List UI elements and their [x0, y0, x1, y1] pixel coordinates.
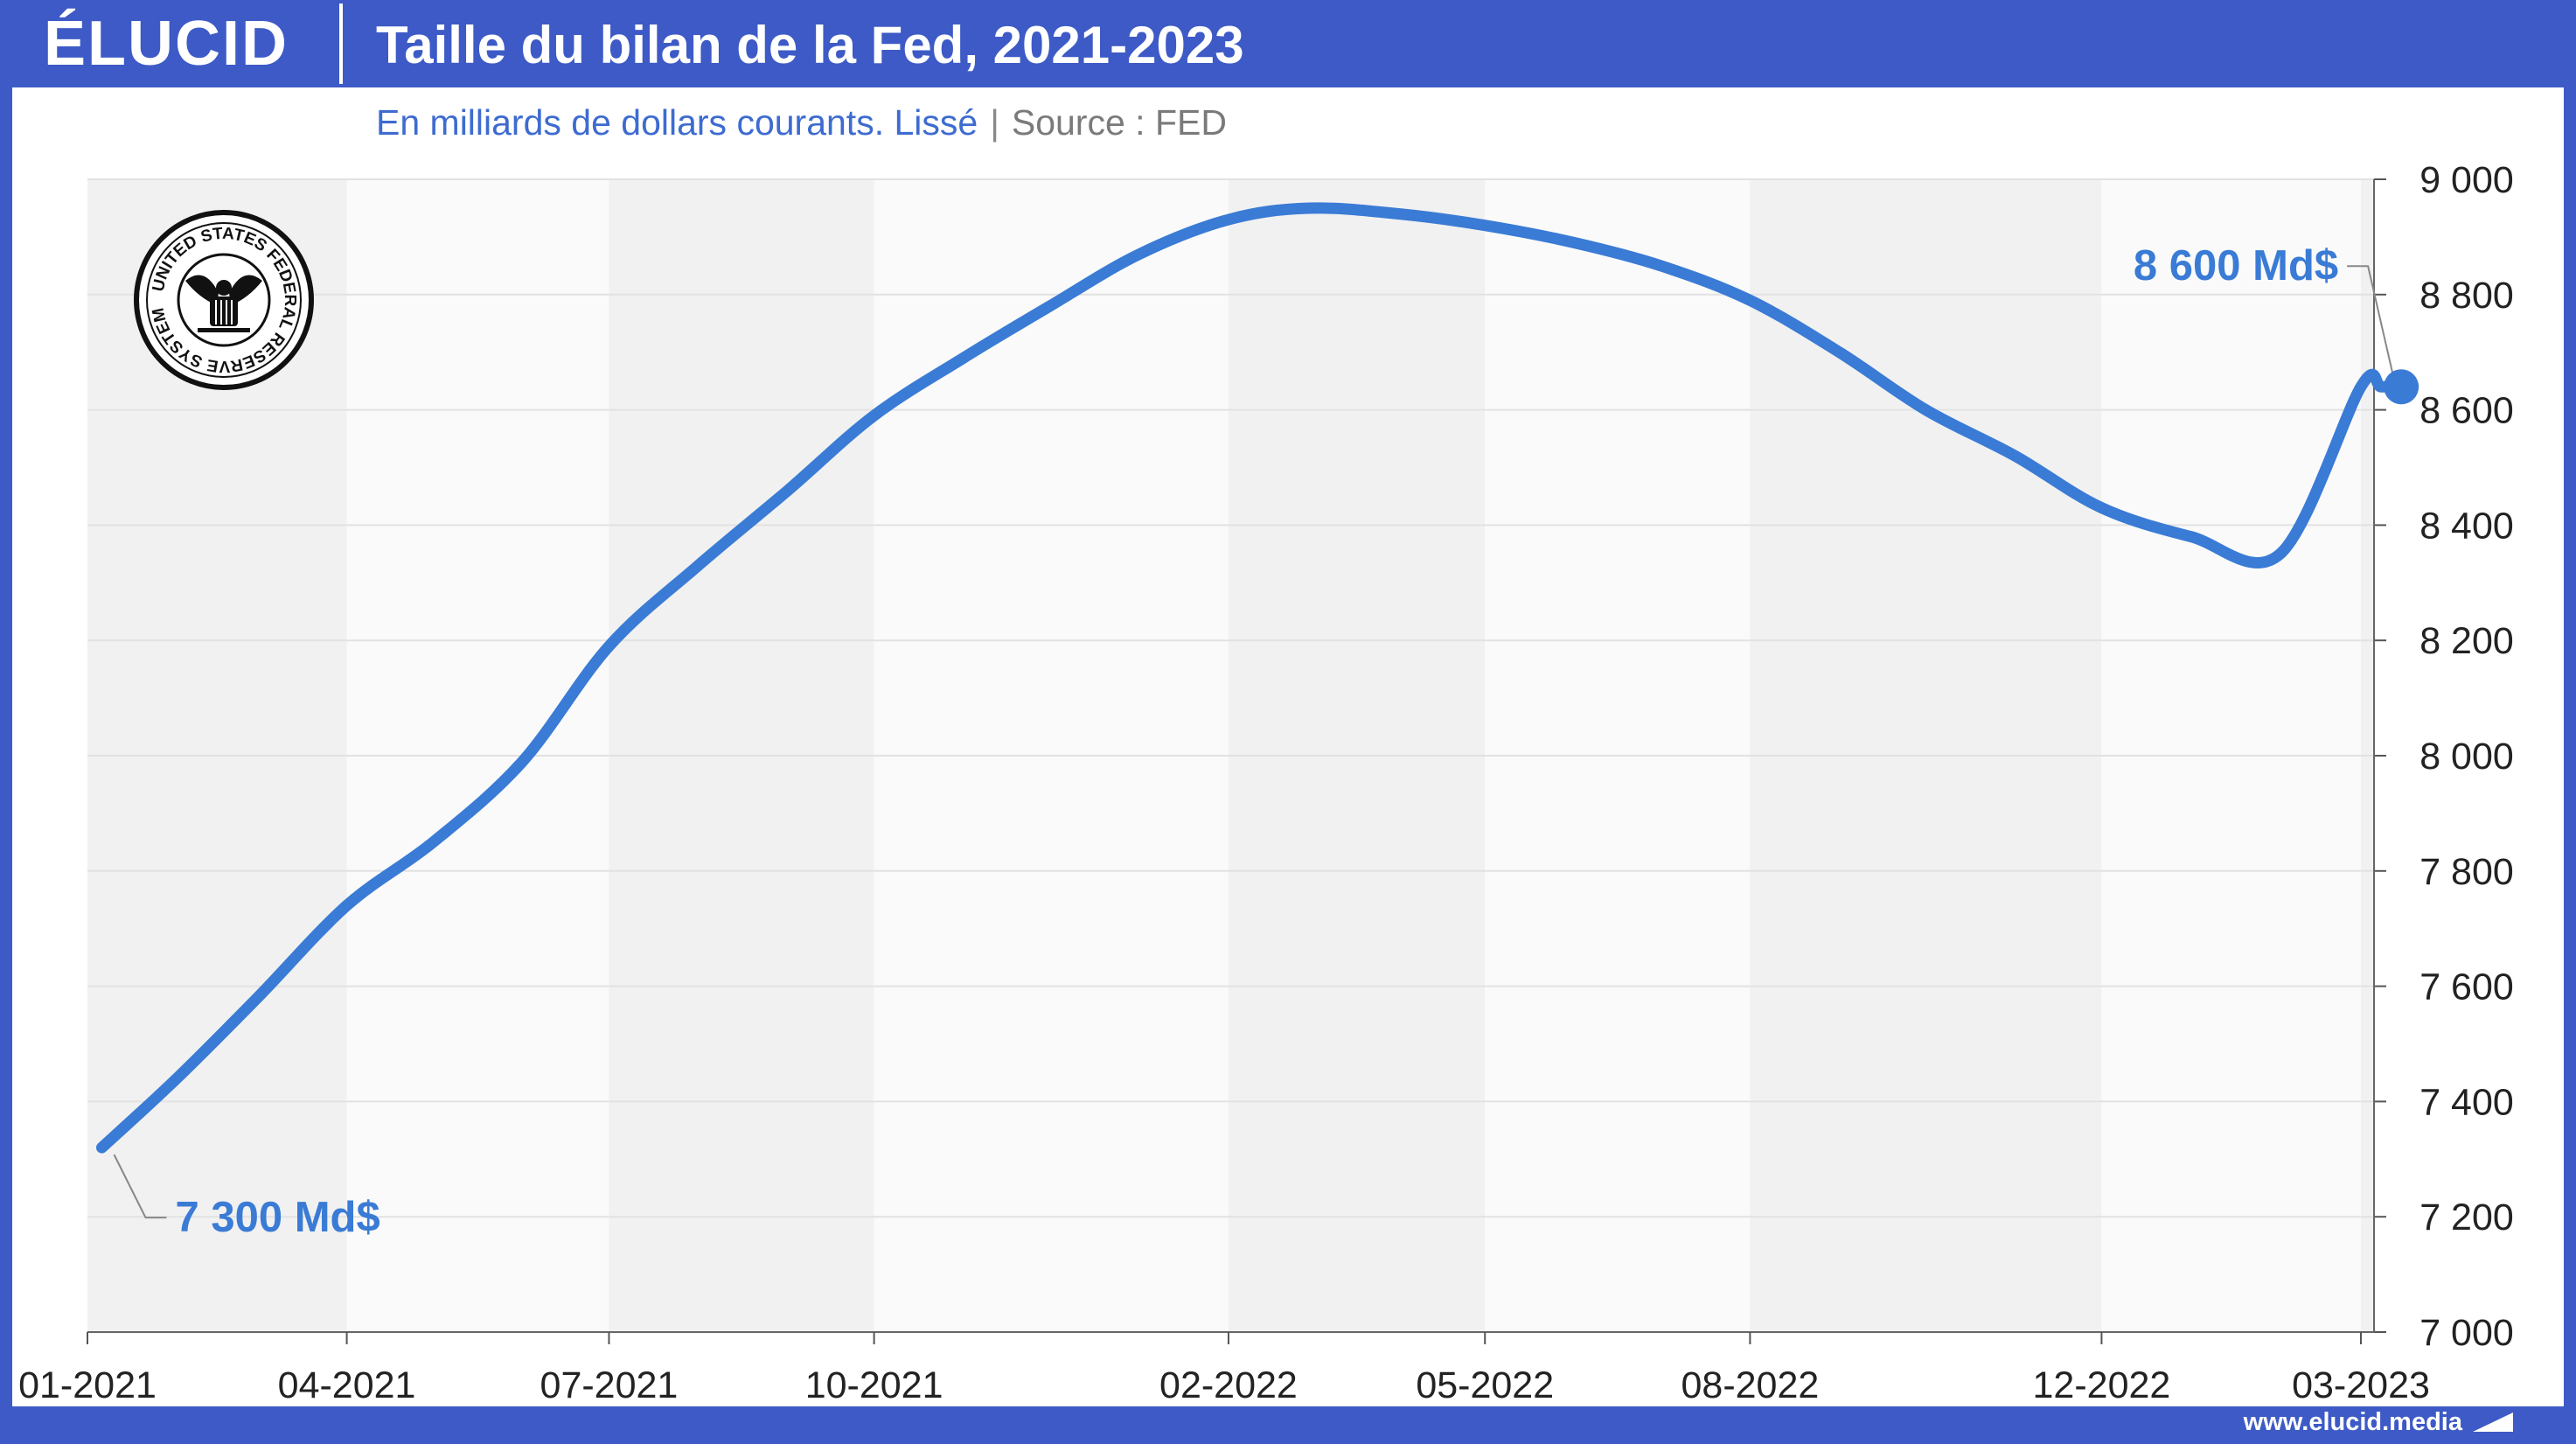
x-tick-label: 01-2021: [18, 1364, 157, 1406]
annotation-start-value: 7 300 Md$: [175, 1194, 379, 1241]
y-tick-label: 7 200: [2419, 1196, 2514, 1238]
chart-title: Taille du bilan de la Fed, 2021-2023: [376, 16, 1244, 74]
federal-reserve-seal-icon: UNITED STATES FEDERAL RESERVE SYSTEM: [134, 210, 314, 390]
x-tick-label: 07-2021: [540, 1364, 679, 1406]
y-tick-labels: 7 000 7 200 7 400 7 600 7 800 8 000 8 200 8 400…: [2419, 159, 2514, 1354]
source-text: Source : FED: [1011, 102, 1227, 143]
subtitle-text: En milliards de dollars courants. Lissé: [376, 102, 978, 143]
elucid-mark-icon: [2473, 1413, 2513, 1432]
x-tick-label: 08-2022: [1681, 1364, 1819, 1406]
footer-url[interactable]: www.elucid.media: [2243, 1408, 2462, 1436]
series-line: [96, 202, 2407, 1154]
x-tick-label: 04-2021: [278, 1364, 416, 1406]
chart-subtitle: En milliards de dollars courants. Lissé |…: [376, 98, 1227, 147]
x-tick-label: 12-2022: [2033, 1364, 2171, 1406]
x-tick-label: 05-2022: [1416, 1364, 1554, 1406]
y-tick-label: 8 400: [2419, 505, 2514, 547]
y-tick-label: 7 000: [2419, 1312, 2514, 1354]
brand-logo: ÉLUCID: [44, 9, 289, 79]
y-tick-label: 9 000: [2419, 159, 2514, 201]
annotations: 7 300 Md$ 8 600 Md$: [113, 242, 2419, 1241]
x-tick-label: 02-2022: [1159, 1364, 1298, 1406]
y-tick-label: 7 400: [2419, 1081, 2514, 1123]
annotation-leader: [113, 1154, 167, 1219]
annotation-end-value: 8 600 Md$: [2134, 242, 2338, 289]
header: ÉLUCID Taille du bilan de la Fed, 2021-2…: [0, 0, 2576, 87]
x-tick-labels: 01-2021 04-2021 07-2021 10-2021 02-2022 05-20…: [18, 1364, 2430, 1406]
end-point-marker: [2384, 369, 2419, 405]
y-tick-label: 7 800: [2419, 851, 2514, 893]
subtitle-separator: |: [990, 102, 999, 143]
header-divider: [339, 3, 343, 84]
x-tick-label: 03-2023: [2292, 1364, 2430, 1406]
y-tick-label: 7 600: [2419, 966, 2514, 1008]
x-tick-label: 10-2021: [805, 1364, 943, 1406]
annotation-leader: [2347, 265, 2394, 373]
y-tick-label: 8 800: [2419, 275, 2514, 317]
y-tick-label: 8 200: [2419, 620, 2514, 662]
y-tick-label: 8 600: [2419, 390, 2514, 432]
y-tick-label: 8 000: [2419, 736, 2514, 778]
